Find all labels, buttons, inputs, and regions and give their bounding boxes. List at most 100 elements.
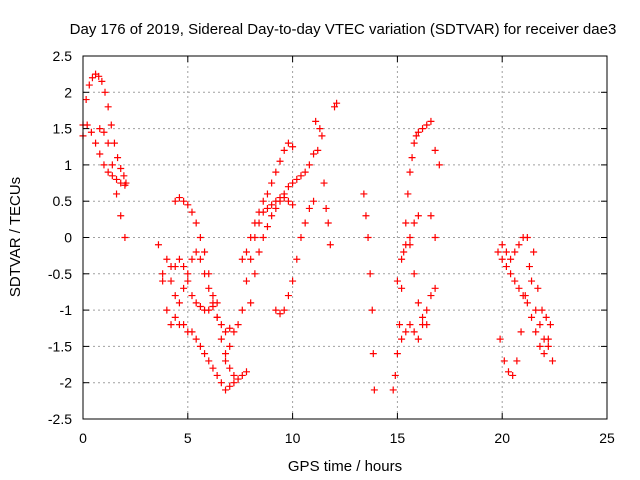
data-point xyxy=(98,77,106,85)
data-point xyxy=(255,248,263,256)
series-arc-l xyxy=(312,99,341,249)
data-point xyxy=(398,335,406,343)
data-point xyxy=(318,132,326,140)
y-tick-label: -2.5 xyxy=(48,411,72,427)
data-point xyxy=(502,248,510,256)
data-point xyxy=(117,179,125,187)
data-point xyxy=(201,350,209,358)
data-point xyxy=(213,313,221,321)
data-point xyxy=(427,117,435,125)
y-tick-label: 0.5 xyxy=(53,193,73,209)
series-arc-p xyxy=(398,284,439,343)
data-point xyxy=(83,121,91,129)
data-point xyxy=(159,270,167,278)
y-tick-label: -0.5 xyxy=(48,266,72,282)
data-point xyxy=(284,197,292,205)
series-arc-i xyxy=(238,139,297,263)
data-point xyxy=(113,190,121,198)
data-point xyxy=(515,284,523,292)
series-arc-q xyxy=(406,212,439,329)
series-arc-h xyxy=(222,194,297,365)
data-point xyxy=(423,306,431,314)
data-point xyxy=(333,99,341,107)
data-point xyxy=(171,313,179,321)
data-point xyxy=(406,234,414,241)
series-arc-r xyxy=(494,248,554,358)
data-point xyxy=(517,328,525,336)
y-tick-label: 0 xyxy=(64,230,72,246)
data-point xyxy=(192,299,200,307)
data-point xyxy=(108,172,116,180)
data-point xyxy=(167,321,175,329)
y-tick-label: 1 xyxy=(64,157,72,173)
data-point xyxy=(268,201,276,209)
data-point xyxy=(362,212,370,220)
x-axis-label: GPS time / hours xyxy=(288,458,402,475)
data-point xyxy=(171,197,179,205)
data-point xyxy=(431,146,439,154)
data-point xyxy=(88,74,96,82)
data-point xyxy=(188,328,196,336)
data-point xyxy=(259,234,267,241)
x-tick-label: 10 xyxy=(285,430,301,446)
data-point xyxy=(163,255,171,263)
data-point xyxy=(528,313,536,321)
data-point xyxy=(104,139,112,147)
data-point xyxy=(406,168,414,176)
series-arc-d xyxy=(154,241,234,336)
data-point xyxy=(192,248,200,256)
series-arc-j xyxy=(247,146,322,307)
data-point xyxy=(247,255,255,263)
data-point xyxy=(268,212,276,220)
data-point xyxy=(85,81,93,89)
data-point xyxy=(419,125,427,133)
data-point xyxy=(238,255,246,263)
grid-lines xyxy=(83,56,607,419)
data-point xyxy=(180,263,188,271)
data-point xyxy=(209,302,217,310)
data-point xyxy=(230,379,238,387)
data-point xyxy=(312,117,320,125)
data-point xyxy=(542,313,550,321)
y-tick-label: -1.5 xyxy=(48,338,72,354)
data-point xyxy=(498,255,506,263)
data-point xyxy=(251,219,259,227)
data-point xyxy=(322,204,330,212)
data-point xyxy=(188,208,196,216)
data-point xyxy=(414,335,422,343)
data-point xyxy=(272,168,280,176)
data-point xyxy=(326,241,334,249)
data-point xyxy=(395,321,403,329)
data-point xyxy=(247,299,255,307)
data-point xyxy=(310,150,318,158)
data-point xyxy=(95,72,103,80)
data-point xyxy=(364,234,372,241)
data-point xyxy=(222,350,230,358)
data-point xyxy=(402,219,410,227)
data-point xyxy=(96,125,104,133)
y-tick-label: 1.5 xyxy=(53,121,73,137)
data-point xyxy=(297,172,305,180)
data-point xyxy=(408,154,416,162)
data-point xyxy=(108,161,116,169)
data-point xyxy=(507,270,515,278)
data-point xyxy=(188,255,196,263)
data-point xyxy=(209,292,217,300)
data-point xyxy=(370,386,378,394)
x-tick-label: 15 xyxy=(390,430,406,446)
data-point xyxy=(175,194,183,202)
data-point xyxy=(82,96,90,104)
data-point xyxy=(536,342,544,350)
data-point xyxy=(276,194,284,202)
data-point xyxy=(263,190,271,198)
data-point xyxy=(389,386,397,394)
data-point xyxy=(412,132,420,140)
data-point xyxy=(509,371,517,379)
data-point xyxy=(217,321,225,329)
data-point xyxy=(500,357,508,365)
data-point xyxy=(272,306,280,314)
data-point xyxy=(498,241,506,249)
data-point xyxy=(404,190,412,198)
data-point xyxy=(301,168,309,176)
data-point xyxy=(180,197,188,205)
